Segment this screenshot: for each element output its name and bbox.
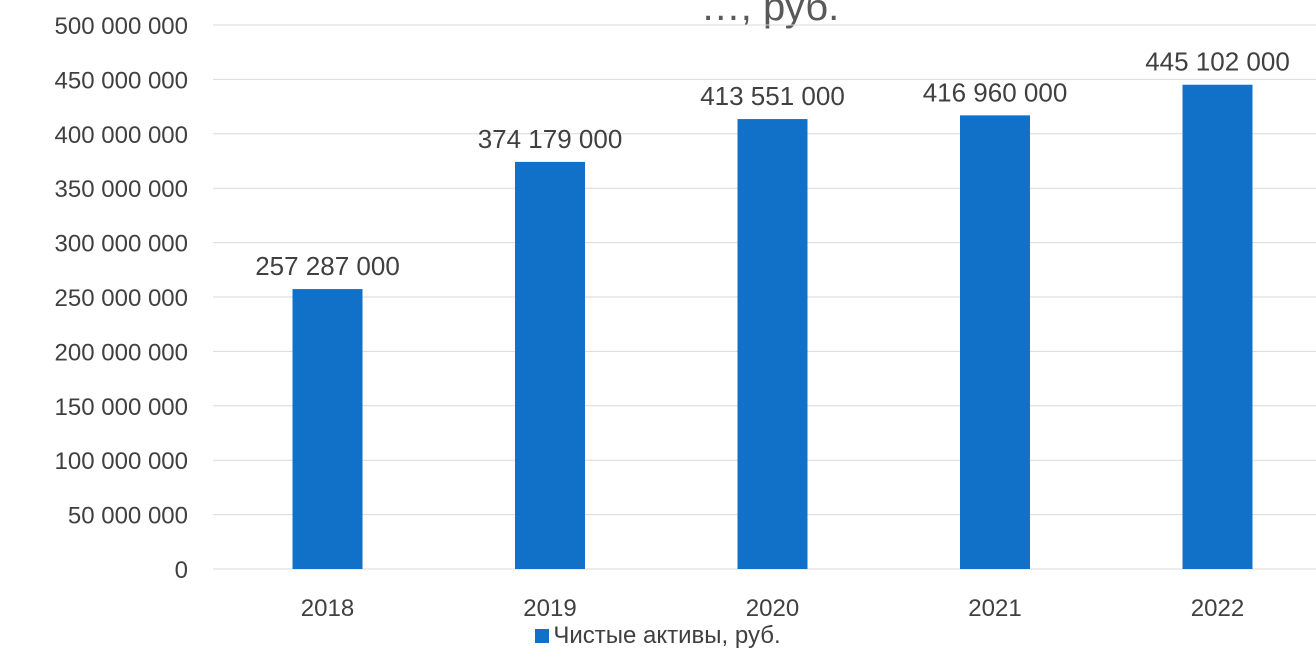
y-tick-label: 50 000 000	[68, 503, 188, 530]
chart-legend: Чистые активы, руб.	[0, 622, 1316, 650]
data-label-2018: 257 287 000	[255, 251, 400, 281]
x-tick-label-2021: 2021	[968, 595, 1021, 622]
y-tick-label: 0	[175, 557, 188, 584]
bar-2020	[737, 119, 808, 569]
y-tick-label: 300 000 000	[55, 231, 188, 258]
y-tick-label: 500 000 000	[55, 13, 188, 40]
y-tick-label: 250 000 000	[55, 285, 188, 312]
y-tick-label: 400 000 000	[55, 122, 188, 149]
data-label-2020: 413 551 000	[700, 81, 845, 111]
legend-swatch	[535, 629, 550, 643]
bar-2021	[960, 115, 1030, 569]
y-tick-label: 200 000 000	[55, 339, 188, 366]
y-tick-label: 350 000 000	[55, 176, 188, 203]
y-tick-label: 150 000 000	[55, 394, 188, 421]
data-label-2021: 416 960 000	[923, 77, 1068, 107]
bar-2018	[292, 289, 363, 569]
bar-2022	[1182, 84, 1253, 569]
x-tick-label-2020: 2020	[746, 595, 799, 622]
bar-2019	[515, 161, 585, 569]
x-tick-label-2022: 2022	[1191, 595, 1244, 622]
data-label-2019: 374 179 000	[478, 124, 623, 154]
x-tick-label-2018: 2018	[301, 595, 354, 622]
x-tick-label-2019: 2019	[523, 595, 576, 622]
chart-title-fragment: …, руб.	[701, 0, 840, 29]
legend-label: Чистые активы, руб.	[553, 622, 781, 649]
data-label-2022: 445 102 000	[1145, 47, 1290, 77]
y-tick-label: 100 000 000	[55, 448, 188, 475]
y-tick-label: 450 000 000	[55, 67, 188, 94]
